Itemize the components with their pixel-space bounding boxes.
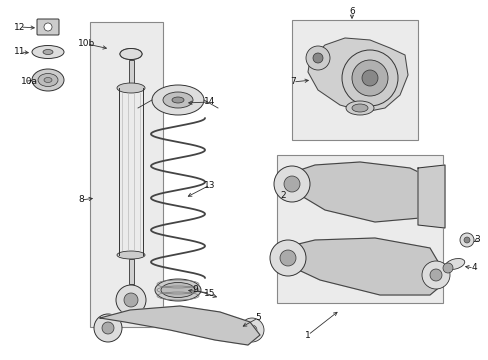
FancyBboxPatch shape [37,19,59,35]
Circle shape [124,293,138,307]
Bar [276,155,442,303]
Bar [90,22,163,327]
Text: 3: 3 [473,235,479,244]
Text: 13: 13 [204,180,215,189]
Text: 4: 4 [470,264,476,273]
Ellipse shape [32,45,64,58]
Ellipse shape [152,85,203,115]
Ellipse shape [38,73,58,86]
Text: 12: 12 [14,22,26,31]
Circle shape [459,233,473,247]
Circle shape [361,70,377,86]
Ellipse shape [117,251,145,259]
Text: 7: 7 [289,77,295,86]
Bar [291,20,417,140]
Text: 10b: 10b [78,40,96,49]
Ellipse shape [32,69,64,91]
Ellipse shape [163,92,193,108]
Circle shape [44,23,52,31]
Circle shape [463,237,469,243]
Text: 6: 6 [348,8,354,17]
Ellipse shape [120,49,142,59]
Text: 2: 2 [280,190,285,199]
Text: 1: 1 [305,330,310,339]
Circle shape [341,50,397,106]
Bar [129,259,134,284]
Text: 9: 9 [192,285,198,294]
Ellipse shape [351,104,367,112]
Circle shape [273,166,309,202]
Circle shape [312,53,323,63]
Circle shape [269,240,305,276]
Circle shape [421,261,449,289]
Circle shape [102,322,114,334]
Text: 8: 8 [78,195,84,204]
Circle shape [442,263,452,273]
Polygon shape [417,165,444,228]
Ellipse shape [120,49,142,59]
Text: 10a: 10a [20,77,38,86]
Circle shape [351,60,387,96]
Text: 15: 15 [204,288,215,297]
Text: 5: 5 [255,314,260,323]
Text: 14: 14 [204,98,215,107]
Circle shape [280,250,295,266]
Ellipse shape [161,283,195,297]
Ellipse shape [445,258,464,270]
Circle shape [305,46,329,70]
Circle shape [429,269,441,281]
Circle shape [246,325,257,335]
Ellipse shape [172,97,183,103]
Polygon shape [282,238,441,295]
Circle shape [116,285,146,315]
Polygon shape [307,38,407,112]
Polygon shape [100,306,260,345]
Ellipse shape [117,83,145,93]
Bar [129,60,134,88]
Ellipse shape [155,279,201,301]
Ellipse shape [346,101,373,115]
Ellipse shape [43,49,53,54]
Ellipse shape [127,52,135,56]
Polygon shape [285,162,437,222]
Ellipse shape [44,77,52,82]
Text: 11: 11 [14,48,26,57]
Circle shape [94,314,122,342]
Circle shape [284,176,299,192]
Circle shape [240,318,264,342]
